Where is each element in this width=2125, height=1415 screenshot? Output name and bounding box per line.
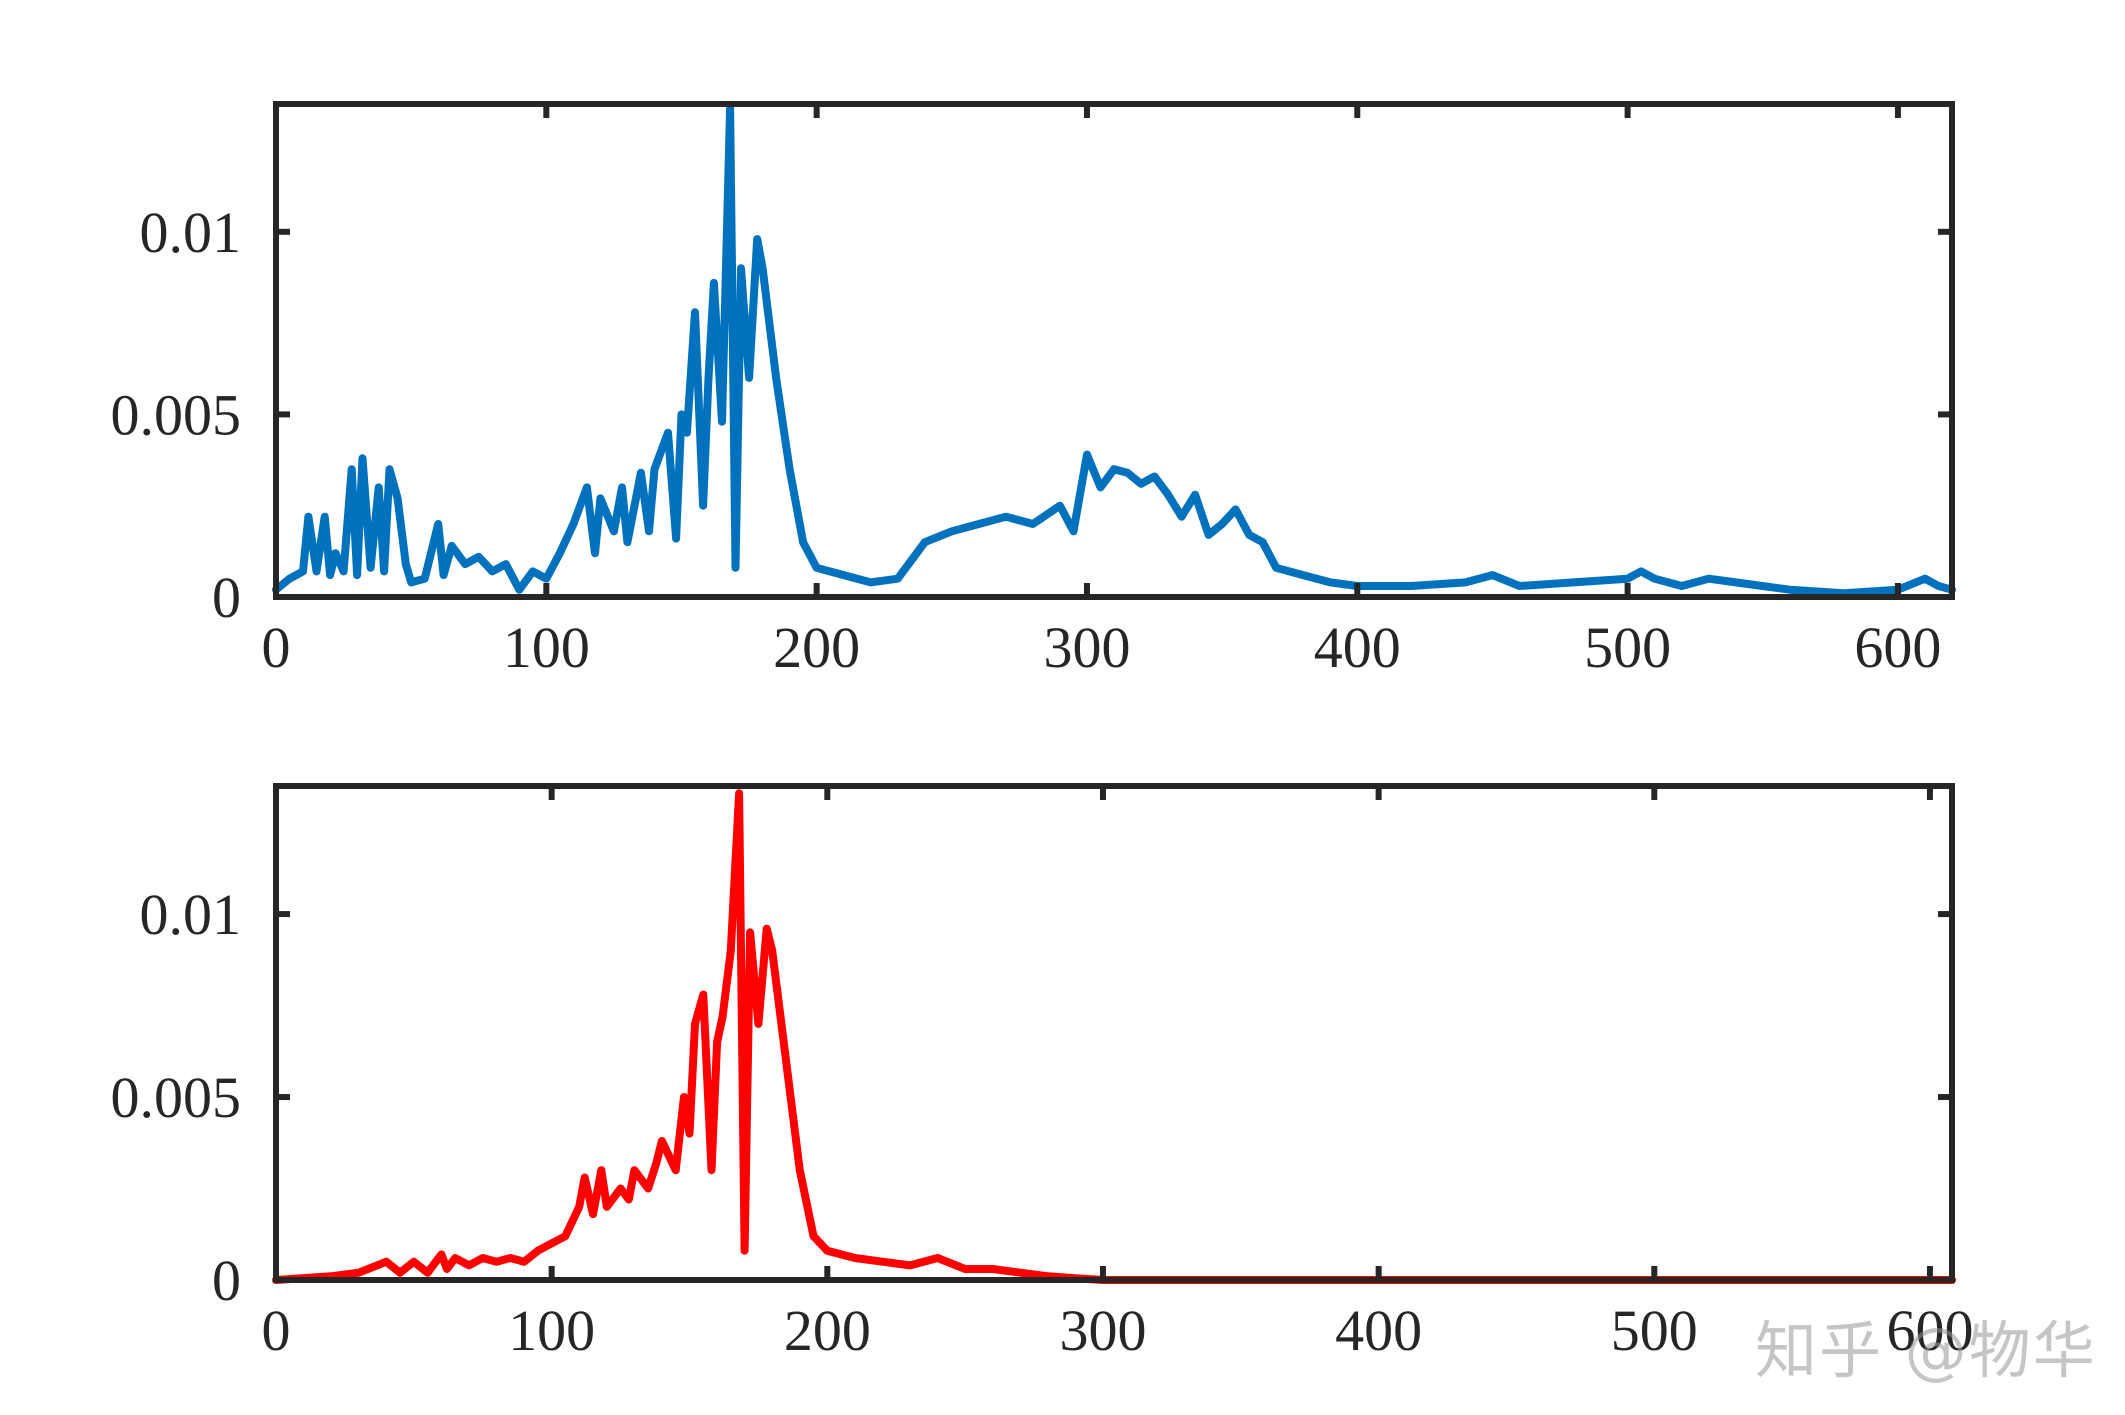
y-tick-label: 0.005	[111, 1065, 242, 1130]
y-tick-label: 0	[212, 1248, 241, 1313]
watermark-text: 知乎 @物华	[1755, 1314, 2097, 1387]
series-line-0	[272, 789, 1956, 1284]
x-tick-label: 0	[262, 615, 291, 680]
axes-frame	[273, 783, 1955, 1283]
x-tick-label: 600	[1854, 615, 1941, 680]
x-tick-label: 500	[1584, 615, 1671, 680]
x-tick-label: 300	[1059, 1298, 1146, 1363]
series-line-0	[272, 103, 1956, 598]
y-tick-label: 0.005	[111, 382, 242, 447]
top-subplot: 0 100 200 300 400 500 600 0 0.005 0.01	[111, 101, 1956, 680]
x-tick-label: 400	[1314, 615, 1401, 680]
x-tick-label: 100	[508, 1298, 595, 1363]
x-tick-label: 0	[262, 1298, 291, 1363]
x-tick-label: 300	[1043, 615, 1130, 680]
bottom-subplot: 0 100 200 300 400 500 600 0 0.005 0.01	[111, 783, 1973, 1363]
x-tick-label: 500	[1611, 1298, 1698, 1363]
x-tick-label: 600	[1886, 1298, 1973, 1363]
y-tick-label: 0.01	[140, 882, 242, 947]
y-tick-label: 0.01	[140, 200, 242, 265]
x-tick-label: 400	[1335, 1298, 1422, 1363]
x-tick-label: 200	[773, 615, 860, 680]
axes-frame	[273, 101, 1955, 600]
x-tick-label: 200	[784, 1298, 871, 1363]
x-tick-label: 100	[503, 615, 590, 680]
y-tick-label: 0	[212, 565, 241, 630]
